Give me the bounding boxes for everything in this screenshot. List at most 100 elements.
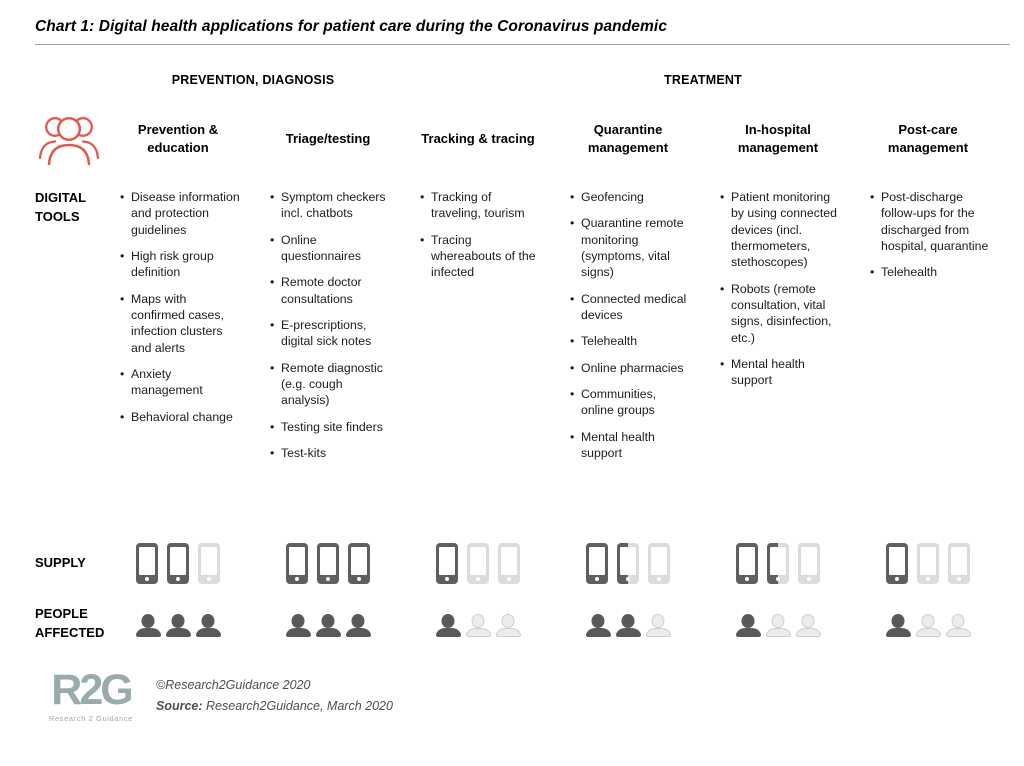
smartphone-icon (167, 542, 189, 584)
tool-item: Quarantine remote monitoring (symptoms, … (570, 215, 691, 280)
tools-cell: Post-discharge follow-ups for the discha… (853, 183, 1003, 531)
smartphone-icon (348, 542, 370, 584)
person-icon (435, 614, 462, 638)
person-icon (315, 614, 342, 638)
tools-list: Patient monitoring by using connected de… (720, 189, 841, 389)
tool-item: High risk group definition (120, 248, 241, 281)
audience-cell (35, 95, 103, 183)
smartphone-icon (198, 542, 220, 584)
row-label-supply: SUPPLY (35, 554, 86, 570)
smartphone-icon (586, 542, 608, 584)
person-icon (795, 614, 822, 638)
tool-item: Mental health support (720, 356, 841, 389)
smartphone-icon (498, 542, 520, 584)
credits: ©Research2Guidance 2020 Source: Research… (156, 669, 393, 718)
column-header: Post-care management (887, 121, 969, 155)
person-icon (885, 614, 912, 638)
tools-cell: Geofencing Quarantine remote monitoring (… (553, 183, 703, 531)
tool-item: Online pharmacies (570, 360, 691, 377)
tools-list: Geofencing Quarantine remote monitoring (… (570, 189, 691, 461)
tools-list: Post-discharge follow-ups for the discha… (870, 189, 991, 281)
tool-item: Symptom checkers incl. chatbots (270, 189, 391, 222)
tool-item: Remote doctor consultations (270, 274, 391, 307)
tool-item: Testing site finders (270, 419, 391, 436)
tools-cell: Patient monitoring by using connected de… (703, 183, 853, 531)
person-icon (495, 614, 522, 638)
people-group-icon (38, 116, 100, 166)
smartphone-icon (317, 542, 339, 584)
supply-cell (103, 531, 253, 595)
supply-cell (703, 531, 853, 595)
column-header: Triage/testing (285, 130, 371, 146)
tool-item: Tracing whereabouts of the infected (420, 232, 541, 281)
source-text: Research2Guidance, March 2020 (206, 699, 393, 714)
copyright-line: ©Research2Guidance 2020 (156, 678, 311, 692)
tool-item: Patient monitoring by using connected de… (720, 189, 841, 271)
tool-item: Test-kits (270, 445, 391, 462)
column-header: Tracking & tracing (421, 130, 535, 146)
column-header: Quarantine management (587, 121, 669, 155)
source-line: Source: Research2Guidance, March 2020 (156, 696, 393, 717)
person-icon (735, 614, 762, 638)
person-icon (165, 614, 192, 638)
smartphone-icon (917, 542, 939, 584)
tool-item: Telehealth (870, 264, 991, 281)
people-cell (103, 595, 253, 653)
smartphone-icon (648, 542, 670, 584)
tools-list: Tracking of traveling, tourism Tracing wh… (420, 189, 541, 281)
phase-header-prevention-diagnosis: PREVENTION, DIAGNOSIS (171, 73, 335, 87)
people-cell (253, 595, 403, 653)
tool-item: E-prescriptions, digital sick notes (270, 317, 391, 350)
tools-cell: Symptom checkers incl. chatbots Online qu… (253, 183, 403, 531)
tools-list: Symptom checkers incl. chatbots Online qu… (270, 189, 391, 462)
person-icon (615, 614, 642, 638)
tool-item: Telehealth (570, 333, 691, 350)
person-icon (465, 614, 492, 638)
smartphone-icon (767, 542, 789, 584)
people-cell (703, 595, 853, 653)
page-title: Chart 1: Digital health applications for… (35, 18, 668, 35)
tool-item: Robots (remote consultation, vital signs… (720, 281, 841, 346)
smartphone-icon (136, 542, 158, 584)
tool-item: Maps with confirmed cases, infection clu… (120, 291, 241, 356)
title-divider (35, 44, 1010, 45)
column-header: In-hospital management (737, 121, 819, 155)
smartphone-icon (617, 542, 639, 584)
tool-item: Disease information and protection guide… (120, 189, 241, 238)
source-label: Source: (156, 699, 203, 714)
r2g-logo-subtext: Research 2 Guidance (49, 714, 133, 723)
people-cell (853, 595, 1003, 653)
people-cell (403, 595, 553, 653)
phase-header-treatment: TREATMENT (664, 73, 742, 87)
smartphone-icon (948, 542, 970, 584)
supply-cell (253, 531, 403, 595)
tool-item: Anxiety management (120, 366, 241, 399)
person-icon (765, 614, 792, 638)
smartphone-icon (436, 542, 458, 584)
tool-item: Connected medical devices (570, 291, 691, 324)
tool-item: Tracking of traveling, tourism (420, 189, 541, 222)
person-icon (285, 614, 312, 638)
smartphone-icon (798, 542, 820, 584)
smartphone-icon (736, 542, 758, 584)
supply-cell (853, 531, 1003, 595)
tool-item: Mental health support (570, 429, 691, 462)
matrix: PREVENTION, DIAGNOSIS TREATMENT DIGITAL … (35, 65, 1024, 653)
person-icon (645, 614, 672, 638)
person-icon (195, 614, 222, 638)
row-label-digital-tools: DIGITAL TOOLS (35, 190, 86, 224)
tools-list: Disease information and protection guide… (120, 189, 241, 425)
row-label-people-affected: PEOPLE AFFECTED (35, 606, 105, 640)
person-icon (135, 614, 162, 638)
footer: R2G Research 2 Guidance ©Research2Guidan… (38, 669, 1024, 724)
person-icon (345, 614, 372, 638)
tool-item: Online questionnaires (270, 232, 391, 265)
tool-item: Behavioral change (120, 409, 241, 426)
tool-item: Communities, online groups (570, 386, 691, 419)
people-cell (553, 595, 703, 653)
tool-item: Post-discharge follow-ups for the discha… (870, 189, 991, 254)
person-icon (585, 614, 612, 638)
tools-cell: Disease information and protection guide… (103, 183, 253, 531)
smartphone-icon (286, 542, 308, 584)
column-header: Prevention & education (137, 121, 219, 155)
